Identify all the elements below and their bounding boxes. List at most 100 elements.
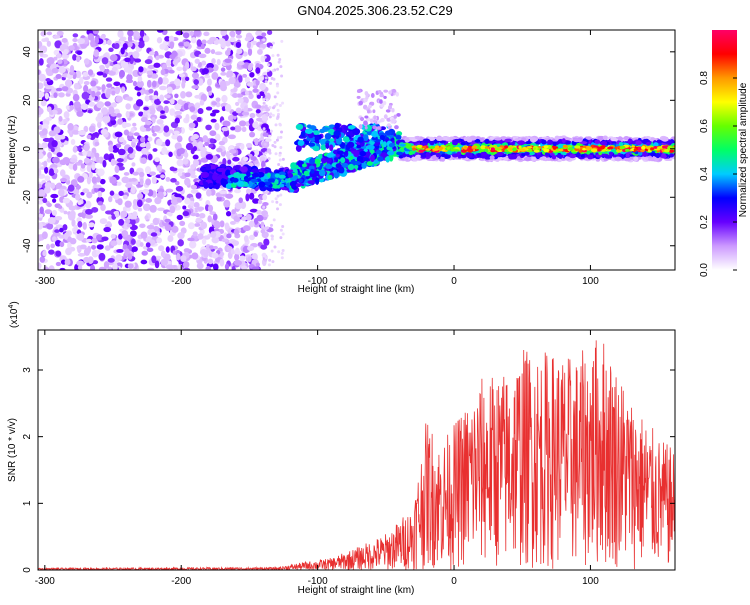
spectrogram-cell: [372, 109, 376, 114]
spectrogram-cell: [206, 189, 212, 197]
spectrogram-cell: [229, 149, 237, 154]
spectrogram-cell: [77, 38, 85, 45]
spectrogram-cell: [91, 157, 97, 162]
spectrogram-cell: [58, 115, 63, 122]
spectrogram-cell: [262, 98, 266, 102]
spectrogram-cell: [176, 66, 183, 72]
spectrogram-cell: [72, 93, 80, 102]
spectrogram-cell: [271, 41, 275, 45]
spectrogram-cell: [92, 30, 99, 35]
spectrogram-cell: [78, 130, 86, 136]
spectrogram-cell: [53, 231, 61, 237]
spectrogram-cell: [69, 105, 75, 111]
spectrogram-cell: [250, 155, 257, 161]
spectrogram-cell: [287, 172, 294, 178]
spectrogram-cell: [130, 177, 138, 182]
spectrogram-cell: [201, 60, 207, 66]
spectrogram-cell: [154, 260, 160, 269]
spectrogram-cell: [265, 214, 269, 218]
spectrogram-cell: [160, 174, 165, 179]
spectrogram-cell: [127, 34, 133, 43]
spectrogram-cell: [145, 178, 152, 186]
spectrogram-cell: [121, 176, 130, 184]
spectrogram-cell: [182, 211, 190, 217]
spectrogram-cell: [212, 263, 219, 270]
spectrogram-cell: [50, 182, 56, 189]
spectrogram-cell: [42, 137, 51, 142]
spectrogram-cell: [251, 172, 260, 178]
spectrogram-cell: [69, 210, 76, 218]
spectrogram-cell: [45, 85, 53, 90]
spectrogram-cell: [55, 215, 63, 221]
spectrogram-cell: [98, 266, 107, 270]
spectrogram-cell: [168, 129, 174, 134]
spectrogram-cell: [96, 101, 105, 109]
spectrogram-cell: [87, 69, 94, 76]
spectrogram-cell: [444, 155, 449, 159]
spectrogram-cell: [258, 181, 266, 188]
spectrogram-cell: [38, 189, 46, 197]
spectrogram-cell: [271, 69, 275, 73]
spectrogram-cell: [45, 78, 51, 82]
spectrogram-cell: [163, 105, 169, 114]
spectrogram-cell: [117, 148, 126, 156]
spectrogram-cell: [136, 91, 142, 97]
spectrogram-cell: [77, 265, 83, 270]
spectrogram-cell: [209, 112, 216, 117]
spectrogram-cell: [200, 147, 207, 153]
spectrogram-cell: [110, 158, 116, 166]
spectrogram-cell: [110, 233, 116, 239]
spectrogram-cell: [256, 94, 261, 99]
spectrogram-cell: [274, 152, 278, 156]
spectrogram-cell: [617, 136, 623, 141]
spectrogram-cell: [237, 213, 243, 218]
spectrogram-cell: [268, 134, 272, 138]
spectrogram-cell: [123, 221, 130, 230]
spectrogram-cell: [303, 170, 310, 176]
spectrogram-cell: [201, 238, 207, 245]
spectrogram-cell: [279, 183, 285, 188]
spectrogram-cell: [137, 192, 144, 200]
spectrogram-cell: [108, 196, 113, 203]
spectrogram-cell: [106, 88, 112, 95]
spectrogram-cell: [307, 180, 315, 185]
spectrogram-cell: [244, 78, 250, 83]
spectrogram-cell: [45, 117, 53, 121]
spectrogram-cell: [223, 199, 231, 208]
spectrogram-cell: [278, 158, 282, 162]
spectrogram-cell: [384, 130, 393, 136]
spectrogram-cell: [108, 70, 116, 76]
spectrogram-cell: [249, 192, 255, 200]
spectrogram-cell: [139, 242, 144, 247]
spectrogram-cell: [67, 241, 72, 250]
spectrogram-cell: [182, 267, 191, 270]
spectrogram-cell: [183, 41, 190, 47]
spectrogram-cell: [252, 198, 260, 204]
spectrogram-cell: [142, 35, 150, 43]
spectrogram-cell: [213, 245, 218, 250]
spectrogram-cell: [205, 124, 212, 131]
spectrogram-cell: [262, 132, 269, 137]
spectrogram-cell: [102, 159, 107, 168]
spectrogram-cell: [220, 30, 228, 37]
spectrogram-cell: [190, 114, 198, 120]
spectrogram-cell: [197, 141, 204, 150]
spectrogram-cell: [203, 251, 209, 258]
spectrogram-cell: [156, 165, 163, 172]
spectrogram-cell: [235, 41, 242, 48]
spectrogram-cell: [165, 139, 171, 147]
spectrogram-cell: [174, 78, 181, 87]
spectrogram-cell: [44, 92, 50, 100]
spectrogram-cell: [76, 260, 85, 267]
spectrogram-cell: [382, 141, 387, 148]
spectrogram-cell: [276, 207, 280, 211]
spectrogram-cell: [82, 188, 90, 194]
spectrogram-cell: [141, 250, 148, 256]
spectrogram-cell: [197, 107, 204, 115]
spectrogram-cell: [189, 200, 195, 207]
spectrogram-cell: [96, 244, 104, 250]
spectrogram-cell: [183, 102, 189, 111]
spectrogram-cell: [200, 43, 205, 50]
spectrogram-cell: [235, 101, 240, 106]
spectrogram-cell: [250, 178, 258, 183]
